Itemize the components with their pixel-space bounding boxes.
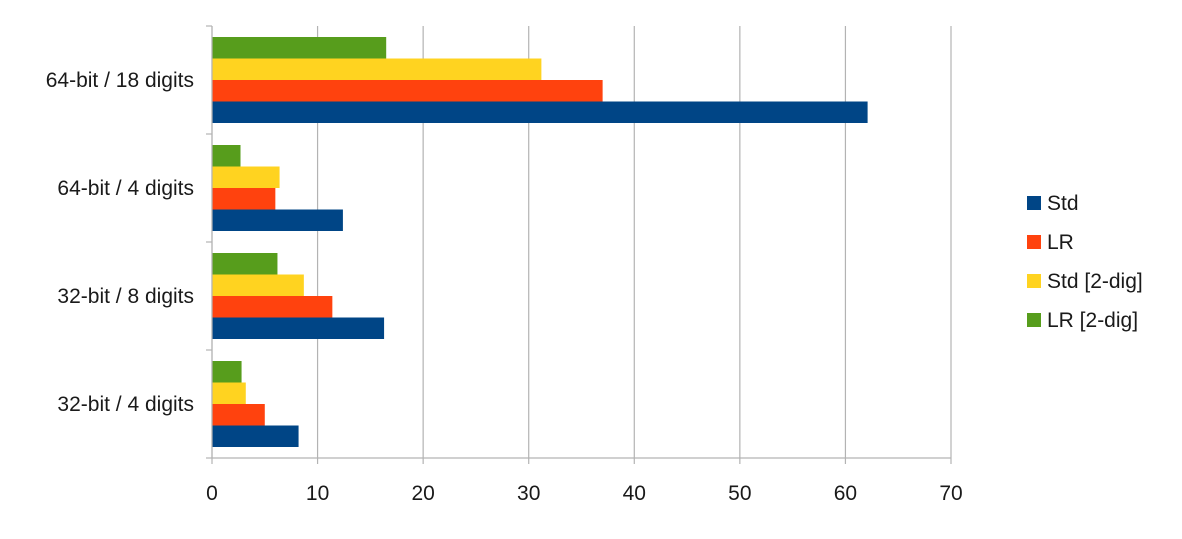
bar-lr-2-dig--0 <box>212 361 242 383</box>
bar-std-0 <box>212 425 299 447</box>
axes <box>206 25 952 464</box>
x-tick-label-5: 50 <box>728 482 751 505</box>
bar-std-3 <box>212 101 868 123</box>
bar-lr-3 <box>212 80 603 102</box>
x-tick-labels: 0 10 20 30 40 50 60 70 <box>206 482 963 505</box>
legend-label-std: Std <box>1047 192 1079 215</box>
x-tick-label-3: 30 <box>517 482 540 505</box>
bar-std-2 <box>212 209 343 231</box>
bar-lr-2-dig--2 <box>212 145 241 167</box>
x-tick-label-6: 60 <box>834 482 857 505</box>
y-tick-label-3: 64-bit / 18 digits <box>46 69 194 92</box>
bar-std-2-dig--3 <box>212 58 542 80</box>
bar-std-1 <box>212 317 385 339</box>
legend-swatch-lr <box>1027 235 1041 249</box>
bar-lr-2-dig--3 <box>212 37 387 59</box>
x-tick-label-0: 0 <box>206 482 218 505</box>
bar-std-2-dig--2 <box>212 166 280 188</box>
bars <box>212 37 868 447</box>
x-tick-label-7: 70 <box>939 482 962 505</box>
legend: Std LR Std [2-dig] LR [2-dig] <box>1027 192 1143 332</box>
legend-swatch-lr-2-dig <box>1027 313 1041 327</box>
y-tick-label-2: 64-bit / 4 digits <box>57 177 194 200</box>
x-tick-label-2: 20 <box>411 482 434 505</box>
bar-std-2-dig--1 <box>212 274 304 296</box>
legend-swatch-std-2-dig <box>1027 274 1041 288</box>
bar-lr-0 <box>212 404 265 426</box>
legend-swatch-std <box>1027 196 1041 210</box>
legend-label-lr: LR <box>1047 231 1074 254</box>
bar-lr-2-dig--1 <box>212 253 278 275</box>
bar-lr-1 <box>212 296 333 318</box>
y-tick-labels: 32-bit / 4 digits 32-bit / 8 digits 64-bit… <box>46 69 194 416</box>
legend-label-lr-2-dig: LR [2-dig] <box>1047 309 1138 332</box>
bar-std-2-dig--0 <box>212 382 246 404</box>
y-tick-label-1: 32-bit / 8 digits <box>57 285 194 308</box>
bar-lr-2 <box>212 188 276 210</box>
x-tick-label-4: 40 <box>623 482 646 505</box>
y-tick-label-0: 32-bit / 4 digits <box>57 393 194 416</box>
legend-label-std-2-dig: Std [2-dig] <box>1047 270 1143 293</box>
x-tick-label-1: 10 <box>306 482 329 505</box>
